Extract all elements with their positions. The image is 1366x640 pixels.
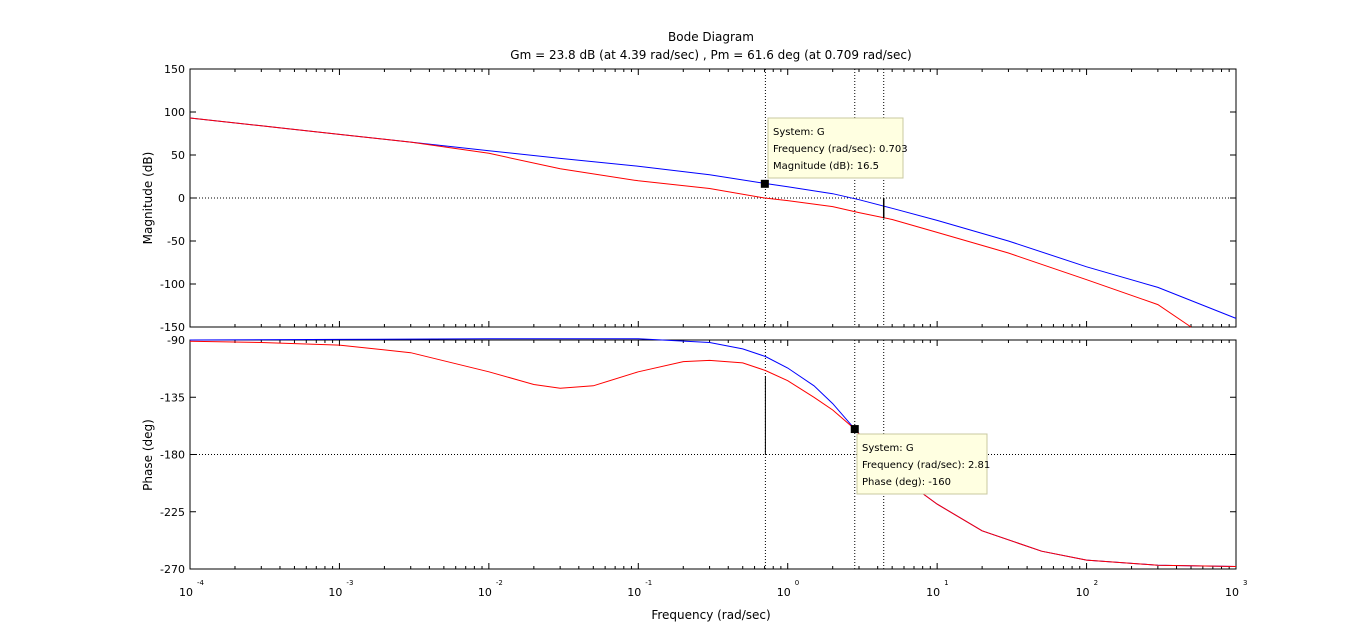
- y-tick-label: -100: [160, 278, 185, 291]
- x-axis-label: Frequency (rad/sec): [651, 608, 770, 622]
- x-tick-base: 10: [777, 586, 791, 599]
- magnitude-y-label: Magnitude (dB): [141, 152, 155, 245]
- x-tick-base: 10: [1225, 586, 1239, 599]
- y-tick-label: -135: [160, 391, 185, 404]
- y-tick-label: -90: [167, 334, 185, 347]
- x-tick-exponent: 1: [944, 579, 948, 587]
- x-tick-base: 10: [926, 586, 940, 599]
- x-tick-label: 10 2: [1076, 579, 1098, 599]
- y-tick-label: -50: [167, 235, 185, 248]
- y-tick-label: 0: [178, 192, 185, 205]
- x-tick-exponent: -1: [645, 579, 652, 587]
- y-tick-label: -225: [160, 506, 185, 519]
- datatip-line: Frequency (rad/sec): 0.703: [773, 144, 908, 155]
- y-tick-label: 150: [164, 63, 185, 76]
- x-tick-base: 10: [1076, 586, 1090, 599]
- x-tick-base: 10: [627, 586, 641, 599]
- x-tick-base: 10: [478, 586, 492, 599]
- x-tick-exponent: 0: [795, 579, 799, 587]
- datatip-box: [856, 433, 988, 495]
- x-tick-label: 10 -4: [179, 579, 205, 599]
- phase-y-label: Phase (deg): [141, 419, 155, 491]
- chart-title: Bode Diagram: [668, 30, 754, 44]
- datatip-line: System: G: [862, 443, 914, 454]
- x-tick-label: 10 3: [1225, 579, 1247, 599]
- x-tick-exponent: -2: [496, 579, 503, 587]
- datatip-line: Frequency (rad/sec): 2.81: [862, 460, 990, 471]
- x-tick-label: 10 -3: [328, 579, 353, 599]
- magnitude-datatip[interactable]: System: G Frequency (rad/sec): 0.703 Magni…: [760, 117, 908, 188]
- phase-axes: -270 -225 -180 -135 -90: [160, 334, 1237, 576]
- x-tick-label: 10 -2: [478, 579, 503, 599]
- x-tick-label: 10 1: [926, 579, 948, 599]
- x-tick-exponent: 2: [1094, 579, 1098, 587]
- chart-subtitle: Gm = 23.8 dB (at 4.39 rad/sec) , Pm = 61…: [510, 48, 911, 62]
- magnitude-series-red: [189, 117, 1192, 328]
- datatip-box: [767, 117, 904, 179]
- x-tick-label: 10 -1: [627, 579, 652, 599]
- y-tick-label: -150: [160, 321, 185, 334]
- x-tick-base: 10: [328, 586, 342, 599]
- magnitude-axes: -150 -100 -50 0 50 100 150: [160, 63, 1237, 334]
- x-tick-exponent: 3: [1243, 579, 1247, 587]
- datatip-line: System: G: [773, 127, 825, 138]
- phase-series-red: [189, 340, 1237, 567]
- x-tick-label: 10 0: [777, 579, 799, 599]
- y-tick-label: 100: [164, 106, 185, 119]
- y-tick-label: -180: [160, 449, 185, 462]
- datatip-marker: [760, 179, 769, 188]
- y-tick-label: -270: [160, 563, 185, 576]
- datatip-line: Magnitude (dB): 16.5: [773, 161, 879, 172]
- phase-datatip[interactable]: System: G Frequency (rad/sec): 2.81 Phase …: [850, 425, 991, 495]
- y-tick-label: 50: [171, 149, 185, 162]
- x-tick-exponent: -3: [346, 579, 353, 587]
- x-tick-exponent: -4: [197, 579, 205, 587]
- datatip-marker: [850, 425, 859, 434]
- x-tick-base: 10: [179, 586, 193, 599]
- datatip-line: Phase (deg): -160: [862, 477, 951, 488]
